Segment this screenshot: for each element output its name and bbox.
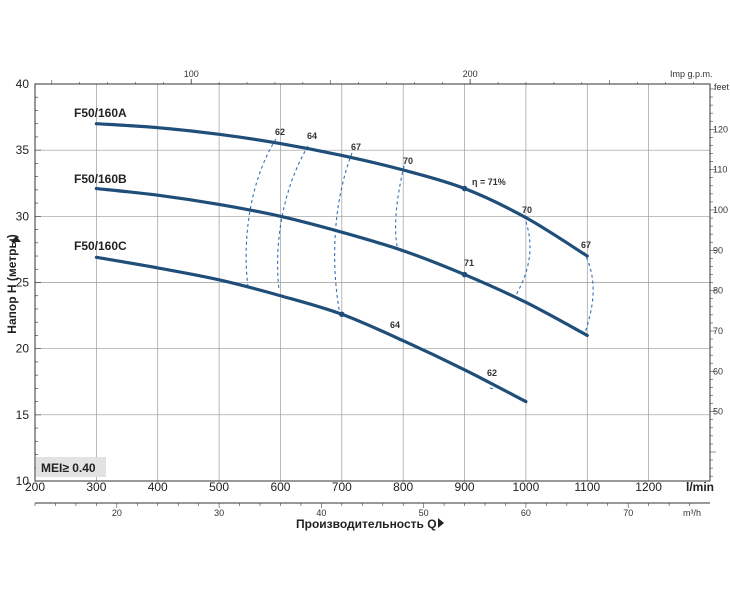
efficiency-isoline [583, 251, 594, 334]
series-curves [94, 122, 589, 404]
efficiency-label: 67 [351, 142, 361, 152]
efficiency-label: 64 [390, 320, 400, 330]
bottom2-axis-tick-label: 30 [214, 508, 224, 518]
y-tick-label: 40 [16, 77, 30, 91]
efficiency-label: 64 [307, 131, 317, 141]
efficiency-label: η = 71% [472, 177, 506, 187]
curve-marker [339, 311, 345, 318]
bottom2-axis-tick-label: 20 [112, 508, 122, 518]
x-tick-label: 1200 [635, 480, 662, 494]
y-tick-label: 30 [16, 209, 30, 223]
right-axis-tick-label: 70 [713, 326, 723, 336]
efficiency-isoline [489, 382, 501, 390]
series-label-F50-160A: F50/160A [74, 106, 127, 120]
bottom2-axis-tick-label: 70 [623, 508, 633, 518]
y-axis-title: Напор Н (метры) [5, 234, 19, 333]
x-tick-label: 1000 [513, 480, 540, 494]
series-curve-1 [94, 186, 589, 338]
efficiency-isoline [395, 165, 405, 251]
right-axis-tick-label: 110 [713, 165, 727, 175]
right-axis-tick-label: 90 [713, 245, 723, 255]
top-axis-tick-label: 200 [463, 69, 478, 79]
bottom2-axis-tick-label: 50 [419, 508, 429, 518]
right-axis-tick-label: 60 [713, 366, 723, 376]
efficiency-label: 71 [464, 258, 474, 268]
series-curve-0 [94, 122, 589, 258]
efficiency-label: 70 [522, 205, 532, 215]
efficiency-label: 62 [275, 127, 285, 137]
x-tick-label: 500 [209, 480, 229, 494]
y-tick-label: 10 [16, 474, 30, 488]
x-tick-label: 700 [332, 480, 352, 494]
bottom2-axis-tick-label: 40 [316, 508, 326, 518]
series-label-F50-160C: F50/160C [74, 239, 127, 253]
x-axis-arrow-icon [438, 518, 444, 528]
y-tick-label: 25 [16, 276, 30, 290]
top-axis-tick-label: 100 [184, 69, 199, 79]
efficiency-isoline [277, 145, 309, 291]
right-axis-tick-label: 50 [713, 407, 723, 417]
right-axis-tick-label: 80 [713, 286, 723, 296]
y-tick-label: 15 [16, 408, 30, 422]
x-tick-label: 800 [393, 480, 413, 494]
efficiency-label: 70 [403, 156, 413, 166]
top-axis-unit: Imp g.p.m. [670, 69, 713, 79]
x-tick-label: 400 [148, 480, 168, 494]
curve-markers [339, 185, 468, 318]
tick-labels: 200 300 400 500 600 700 800 900 1000 1100 1200 10 15… [16, 69, 728, 518]
efficiency-isoline [515, 215, 531, 296]
series-label-F50-160B: F50/160B [74, 172, 127, 186]
x-unit-label: l/min [686, 480, 714, 494]
efficiency-labels: 62 64 67 70 η = 71% 70 67 71 64 62 [275, 127, 591, 378]
y-axis-arrow-icon [11, 236, 21, 242]
x-axis-title: Производительность Q [296, 517, 437, 531]
series-curve-2 [94, 255, 528, 404]
bottom2-axis-unit: m³/h [683, 508, 701, 518]
plot-frame [34, 83, 711, 482]
curve-marker [461, 185, 468, 192]
mei-badge-box [36, 457, 106, 477]
efficiency-label: 62 [487, 368, 497, 378]
curve-marker [461, 271, 468, 278]
y-tick-label: 35 [16, 143, 30, 157]
x-tick-label: 600 [270, 480, 290, 494]
bottom2-axis-tick-label: 60 [521, 508, 531, 518]
efficiency-label: 67 [581, 240, 591, 250]
mei-badge: MEI≥ 0.40 [41, 461, 96, 475]
right-axis-unit: feet [714, 82, 730, 92]
right-axis-tick-label: 100 [713, 205, 728, 215]
y-tick-label: 20 [16, 342, 30, 356]
x-tick-label: 300 [86, 480, 106, 494]
x-tick-label: 1100 [574, 480, 600, 494]
x-tick-label: 900 [455, 480, 475, 494]
right-axis-tick-label: 120 [713, 124, 728, 134]
x-tick-label: 200 [25, 480, 45, 494]
